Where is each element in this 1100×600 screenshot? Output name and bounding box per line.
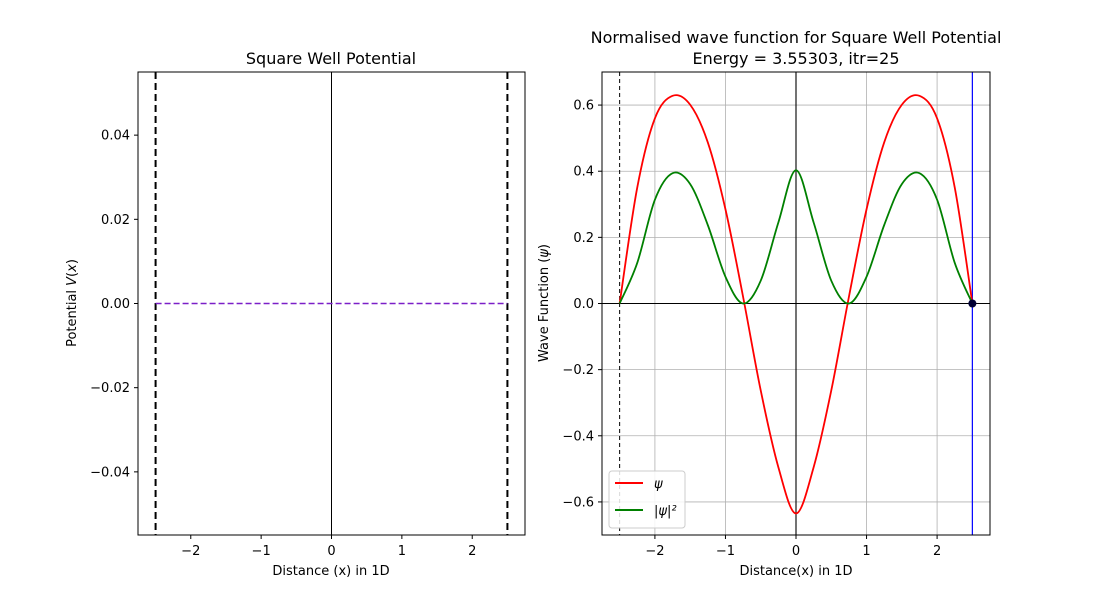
potential-y-tick-label: −0.02 xyxy=(90,381,130,396)
wavefunction-x-tick-label: −1 xyxy=(716,544,735,559)
legend-psi-label: ψ xyxy=(654,477,663,492)
wavefunction-y-axis-label: Wave Function (ψ) xyxy=(537,244,552,362)
potential-x-ticks: −2 −1 0 1 2 xyxy=(181,535,476,559)
potential-y-tick-label: 0.04 xyxy=(101,129,130,144)
wavefunction-plot-area xyxy=(601,71,991,536)
wavefunction-y-tick-label: 0.2 xyxy=(573,231,594,246)
potential-x-axis-label: Distance (x) in 1D xyxy=(272,564,389,579)
wavefunction-y-tick-label: 0.6 xyxy=(573,99,594,114)
wavefunction-x-tick-label: 1 xyxy=(862,544,870,559)
boundary-endpoint-marker xyxy=(968,299,977,308)
wavefunction-subtitle: Energy = 3.55303, itr=25 xyxy=(693,49,900,68)
potential-y-ticks: −0.04 −0.02 0.00 0.02 0.04 xyxy=(90,129,138,480)
wavefunction-x-tick-label: 2 xyxy=(933,544,941,559)
potential-x-tick-label: −2 xyxy=(181,544,200,559)
psi-curve xyxy=(618,94,974,515)
legend: ψ |ψ|² xyxy=(608,470,686,529)
wavefunction-y-tick-label: −0.6 xyxy=(562,495,594,510)
potential-y-axis-label: Potential V(x) xyxy=(65,259,80,347)
legend-psi-squared-label: |ψ|² xyxy=(654,504,677,519)
wavefunction-y-tick-label: 0.0 xyxy=(573,297,594,312)
potential-y-tick-label: −0.04 xyxy=(90,465,130,480)
potential-x-tick-label: 2 xyxy=(468,544,476,559)
potential-y-tick-label: 0.02 xyxy=(101,213,130,228)
wavefunction-x-tick-label: 0 xyxy=(792,544,800,559)
wavefunction-y-tick-label: −0.4 xyxy=(562,429,594,444)
wavefunction-y-tick-label: 0.4 xyxy=(573,165,594,180)
psi-squared-curve xyxy=(618,169,974,305)
potential-y-tick-label: 0.00 xyxy=(101,297,130,312)
potential-x-tick-label: 1 xyxy=(398,544,406,559)
potential-title: Square Well Potential xyxy=(246,49,416,68)
wavefunction-y-ticks: −0.6 −0.4 −0.2 0.0 0.2 0.4 0.6 xyxy=(562,99,602,510)
potential-x-tick-label: 0 xyxy=(327,544,335,559)
legend-box xyxy=(608,470,686,529)
potential-panel: Square Well Potential −2 −1 0 1 2 −0.04 −0.02… xyxy=(65,49,526,579)
wavefunction-x-ticks: −2 −1 0 1 2 xyxy=(645,535,941,559)
potential-x-tick-label: −1 xyxy=(252,544,271,559)
wavefunction-x-axis-label: Distance(x) in 1D xyxy=(739,564,852,579)
wavefunction-title: Normalised wave function for Square Well… xyxy=(591,28,1002,47)
wavefunction-y-tick-label: −0.2 xyxy=(562,363,594,378)
wavefunction-x-tick-label: −2 xyxy=(645,544,664,559)
wavefunction-panel: Normalised wave function for Square Well… xyxy=(537,28,1001,579)
